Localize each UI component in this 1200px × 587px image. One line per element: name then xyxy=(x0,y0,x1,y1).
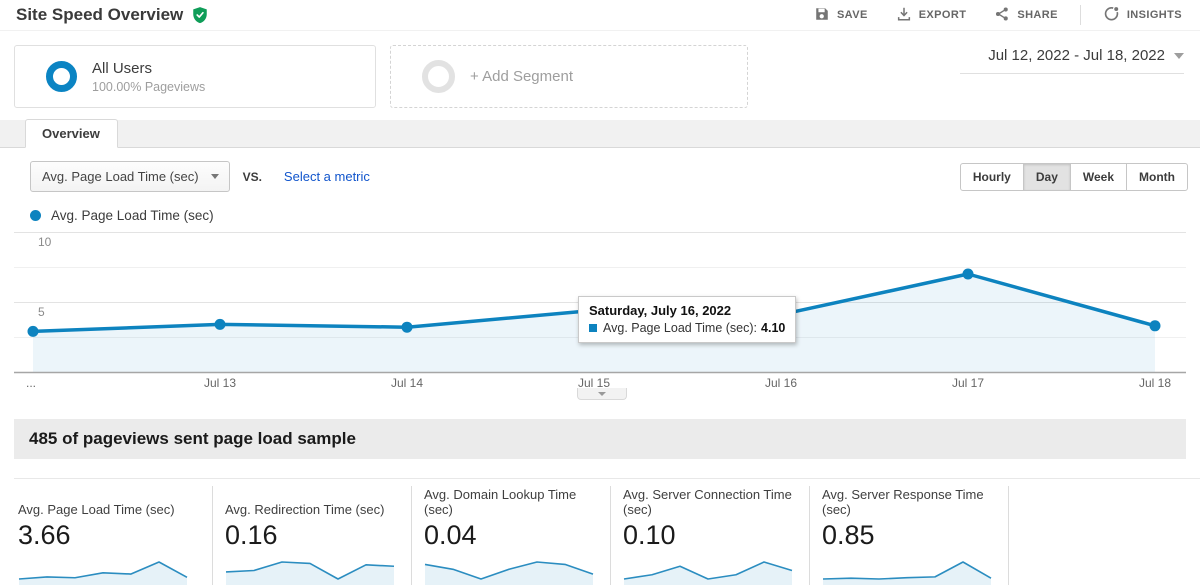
metric-selector-dropdown[interactable]: Avg. Page Load Time (sec) xyxy=(30,161,230,192)
metric-card: Avg. Page Load Time (sec) 3.66 xyxy=(14,486,213,585)
add-segment-label: + Add Segment xyxy=(470,68,573,85)
pageload-sample-banner: 485 of pageviews sent page load sample xyxy=(14,419,1186,459)
metric-card: Avg. Domain Lookup Time (sec) 0.04 xyxy=(412,486,611,585)
metric-card-value: 0.10 xyxy=(623,520,676,550)
data-point-jul-17[interactable] xyxy=(962,268,974,280)
vs-label: vs. xyxy=(242,169,262,184)
tooltip-series-icon xyxy=(589,324,597,332)
chart-tooltip: Saturday, July 16, 2022 Avg. Page Load T… xyxy=(578,296,797,343)
insights-icon xyxy=(1103,5,1120,25)
legend-label: Avg. Page Load Time (sec) xyxy=(51,208,214,223)
segments-section: All Users 100.00% Pageviews + Add Segmen… xyxy=(0,31,1200,120)
chevron-down-icon xyxy=(598,391,606,396)
metric-card-value: 0.04 xyxy=(424,520,477,550)
tab-overview[interactable]: Overview xyxy=(25,119,118,148)
x-axis-tick-label: Jul 16 xyxy=(764,376,798,390)
segment-ring-empty-icon xyxy=(422,60,455,93)
page-title: Site Speed Overview xyxy=(16,5,184,24)
date-range-selector[interactable]: Jul 12, 2022 - Jul 18, 2022 xyxy=(960,47,1184,74)
metric-card-sparkline xyxy=(623,555,796,585)
tab-bar: Overview xyxy=(0,119,1200,148)
select-a-metric-link[interactable]: Select a metric xyxy=(283,169,370,184)
metric-selector-label: Avg. Page Load Time (sec) xyxy=(42,169,199,184)
sparkline-svg xyxy=(623,561,793,585)
timeseries-chart: Saturday, July 16, 2022 Avg. Page Load T… xyxy=(0,230,1200,402)
sparkline-svg xyxy=(18,561,188,585)
x-axis-tick-label: Jul 18 xyxy=(1138,376,1172,390)
x-axis-tick-label: Jul 15 xyxy=(577,376,611,390)
metric-card: Avg. Server Response Time (sec) 0.85 xyxy=(810,486,1009,585)
data-point-jul-13[interactable] xyxy=(214,318,226,330)
y-axis-tick-label: 5 xyxy=(38,305,45,319)
metric-card-label: Avg. Domain Lookup Time (sec) xyxy=(424,487,577,517)
sparkline-svg xyxy=(822,561,992,585)
metric-cards: Avg. Page Load Time (sec) 3.66 Avg. Redire… xyxy=(14,478,1200,585)
metric-card-label: Avg. Page Load Time (sec) xyxy=(18,502,175,517)
metric-card-sparkline xyxy=(822,555,995,585)
x-axis-tick-label: ... xyxy=(26,376,37,390)
metric-card-sparkline xyxy=(18,555,199,585)
save-button[interactable]: SAVE xyxy=(814,6,868,25)
metric-card-label: Avg. Redirection Time (sec) xyxy=(225,502,385,517)
export-button[interactable]: EXPORT xyxy=(896,6,967,25)
header-actions-divider xyxy=(1079,5,1081,25)
export-icon xyxy=(896,6,912,25)
chart-toolbar: Avg. Page Load Time (sec) vs. Select a m… xyxy=(0,148,1200,192)
segment-ring-icon xyxy=(46,61,77,92)
x-axis-tick-label: Jul 14 xyxy=(390,376,424,390)
x-axis-tick-label: Jul 13 xyxy=(203,376,237,390)
metric-card: Avg. Server Connection Time (sec) 0.10 xyxy=(611,486,810,585)
metric-card-value: 0.16 xyxy=(225,520,278,550)
metric-card-value: 0.85 xyxy=(822,520,875,550)
metric-card-sparkline xyxy=(424,555,597,585)
header-actions: SAVE EXPORT SHARE INSIGHTS xyxy=(814,5,1182,25)
tooltip-date: Saturday, July 16, 2022 xyxy=(589,303,732,318)
report-header: Site Speed Overview SAVE EXPORT SHARE INSIG… xyxy=(0,0,1200,31)
metric-card-label: Avg. Server Response Time (sec) xyxy=(822,487,984,517)
y-axis-tick-label: 10 xyxy=(38,235,52,249)
annotations-drawer-toggle[interactable] xyxy=(577,388,627,400)
granularity-day-button[interactable]: Day xyxy=(1022,162,1071,191)
legend-dot-icon xyxy=(30,210,41,221)
segment-name: All Users xyxy=(92,59,153,77)
date-range-label: Jul 12, 2022 - Jul 18, 2022 xyxy=(988,47,1165,64)
share-button[interactable]: SHARE xyxy=(994,6,1058,25)
segment-detail: 100.00% Pageviews xyxy=(92,79,206,94)
metric-card-value: 3.66 xyxy=(18,520,71,550)
granularity-month-button[interactable]: Month xyxy=(1126,162,1188,191)
data-point-jul-18[interactable] xyxy=(1149,320,1161,332)
chart-legend: Avg. Page Load Time (sec) xyxy=(0,192,1200,223)
sparkline-svg xyxy=(424,561,594,585)
tooltip-value: 4.10 xyxy=(761,321,786,335)
save-icon xyxy=(814,6,830,25)
share-icon xyxy=(994,6,1010,25)
sparkline-svg xyxy=(225,561,395,585)
tooltip-series-label: Avg. Page Load Time (sec): xyxy=(603,321,758,335)
shield-check-icon xyxy=(191,6,209,24)
data-point-jul-12[interactable] xyxy=(27,325,39,337)
add-segment-button[interactable]: + Add Segment xyxy=(390,45,748,108)
chevron-down-icon xyxy=(210,174,219,179)
metric-card: Avg. Redirection Time (sec) 0.16 xyxy=(213,486,412,585)
data-point-jul-14[interactable] xyxy=(401,321,413,333)
granularity-hourly-button[interactable]: Hourly xyxy=(959,162,1024,191)
x-axis-tick-label: Jul 17 xyxy=(951,376,985,390)
chevron-down-icon xyxy=(1174,52,1184,59)
metric-card-sparkline xyxy=(225,555,398,585)
segment-all-users[interactable]: All Users 100.00% Pageviews xyxy=(14,45,376,108)
insights-button[interactable]: INSIGHTS xyxy=(1103,5,1182,25)
granularity-week-button[interactable]: Week xyxy=(1069,162,1128,191)
granularity-buttons: Hourly Day Week Month xyxy=(959,162,1188,191)
metric-card-label: Avg. Server Connection Time (sec) xyxy=(623,487,792,517)
